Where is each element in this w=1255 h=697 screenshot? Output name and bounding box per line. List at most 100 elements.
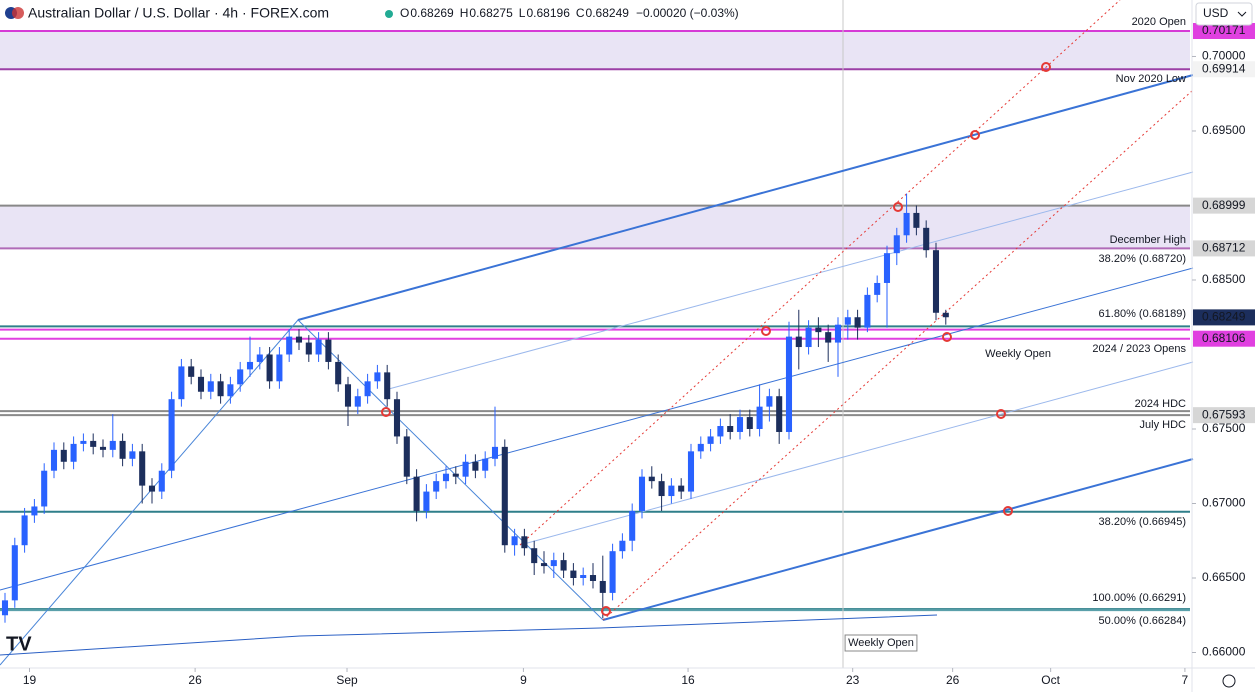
ohlc-key: H <box>460 6 469 20</box>
price-tag-label: 0.68712 <box>1202 241 1246 255</box>
candle-body <box>844 317 851 325</box>
slope-dotted <box>519 0 1121 546</box>
ohlc-key: C <box>576 6 585 20</box>
candle-body <box>315 339 322 355</box>
price-tag-label: 0.69914 <box>1202 61 1246 75</box>
y-tick-label: 0.69500 <box>1202 123 1246 137</box>
candle-body <box>923 227 930 251</box>
candle-body <box>893 235 900 254</box>
candle-body <box>335 361 342 385</box>
candle-body <box>560 560 567 571</box>
candle-body <box>344 384 352 407</box>
candle-body <box>11 545 18 601</box>
candle-body <box>276 354 283 382</box>
moving-average <box>0 614 938 656</box>
price-tag <box>1193 22 1255 39</box>
candle-body <box>90 440 97 447</box>
candle-body <box>452 473 459 477</box>
candle-body <box>942 312 949 318</box>
candle-body <box>295 336 303 343</box>
candle-body <box>609 551 616 593</box>
dropdown-icon <box>1237 11 1247 17</box>
price-tag <box>1193 309 1255 326</box>
candle-body <box>589 575 597 581</box>
candle-body <box>668 485 675 497</box>
candle-body <box>393 399 401 437</box>
candle-body <box>756 406 763 429</box>
candle-body <box>687 451 695 492</box>
candle-body <box>834 324 842 343</box>
candle-body <box>364 381 371 397</box>
candle-body <box>727 426 734 432</box>
candle-body <box>354 396 361 407</box>
candle-body <box>658 481 665 497</box>
ohlc-value: 0.68275 <box>469 6 513 20</box>
candle-body <box>580 575 587 578</box>
y-tick-label: 0.70000 <box>1202 49 1246 63</box>
ohlc-value: 0.68269 <box>410 6 454 20</box>
zone <box>0 30 1190 70</box>
price-tag-label: 0.67593 <box>1202 407 1246 421</box>
flag-icon <box>12 7 24 19</box>
candle-body <box>423 491 430 511</box>
back-layer <box>0 29 1190 612</box>
candle-body <box>41 470 48 507</box>
ohlc-value: 0.68196 <box>526 6 570 20</box>
candle-body <box>746 417 753 429</box>
pitchfork-handle <box>0 319 604 666</box>
zone <box>0 205 1190 249</box>
logo: TV <box>6 633 32 655</box>
candle-body <box>570 570 577 578</box>
candle-body <box>286 336 293 355</box>
x-tick-label: 16 <box>681 673 695 687</box>
settings-icon[interactable] <box>1222 674 1236 688</box>
candle-body <box>148 485 156 492</box>
x-tick-label: 9 <box>520 673 527 687</box>
candle-body <box>129 451 136 459</box>
price-tag-label: 0.68999 <box>1202 198 1246 212</box>
candle-body <box>109 440 116 450</box>
candle-body <box>403 436 410 477</box>
axes: 0.70000 0.69500 0.68500 0.67500 0.67000 0.665… <box>23 16 1255 687</box>
annotation: Nov 2020 Low <box>1116 73 1186 85</box>
candle-body <box>629 510 636 541</box>
y-tick-label: 0.67500 <box>1202 421 1246 435</box>
annotation: 61.80% (0.68189) <box>1099 308 1186 320</box>
candle-body <box>785 336 793 432</box>
x-tick-label: 7 <box>1182 673 1189 687</box>
annotation: 38.20% (0.66945) <box>1099 516 1186 528</box>
candle-body <box>70 443 77 462</box>
annotation: 50.00% (0.66284) <box>1099 615 1186 627</box>
candle-body <box>815 327 822 333</box>
candle-body <box>531 548 538 564</box>
slope-dotted <box>602 89 1194 621</box>
candle-body <box>678 485 685 492</box>
pivot-marker <box>996 409 1006 419</box>
candle-body <box>521 536 528 549</box>
channel-upper <box>297 74 1194 321</box>
candle-body <box>599 580 606 593</box>
currency-select[interactable] <box>1195 2 1253 26</box>
candle-body <box>31 506 38 516</box>
candle-body <box>707 436 714 444</box>
y-tick-label: 0.68500 <box>1202 272 1246 286</box>
candle-body <box>139 451 146 486</box>
annotation: 38.20% (0.68720) <box>1099 253 1186 265</box>
candle-body <box>550 560 557 567</box>
candle-body <box>491 446 499 459</box>
ohlc-value: −0.00020 (−0.03%) <box>636 6 739 20</box>
price-tag <box>1193 240 1255 257</box>
candle-body <box>697 443 704 452</box>
price-tag <box>1193 61 1255 78</box>
candle-body <box>717 426 724 437</box>
currency-label[interactable]: USD <box>1203 6 1229 20</box>
annotation: Weekly Open <box>985 348 1051 360</box>
candle-body <box>511 536 518 546</box>
candle-body <box>237 369 244 385</box>
candle-body <box>50 449 58 471</box>
candle-body <box>433 481 440 492</box>
y-tick-label: 0.66500 <box>1202 570 1246 584</box>
candle-body <box>864 294 871 328</box>
